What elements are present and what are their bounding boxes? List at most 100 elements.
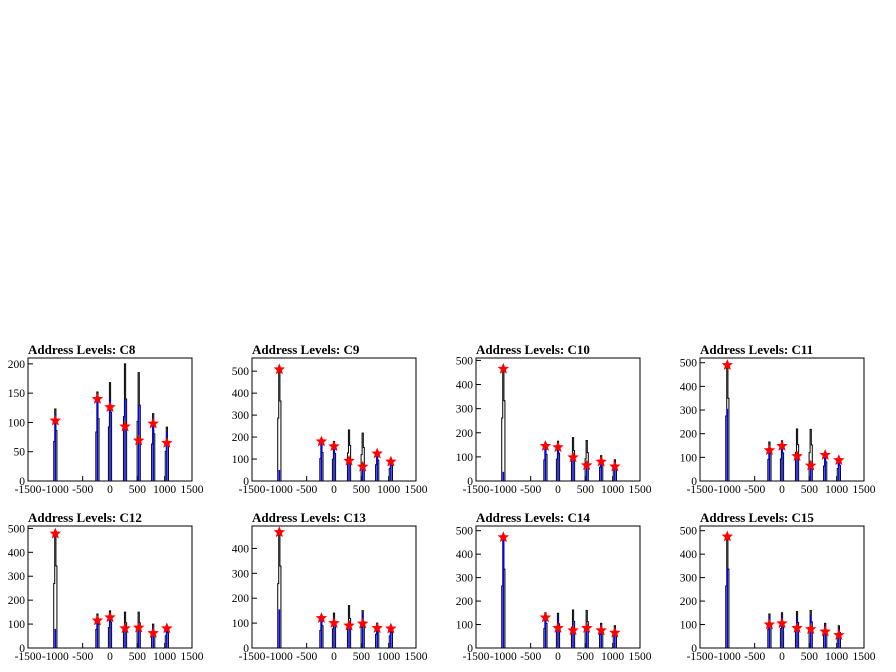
x-tick-label: -500 [744,484,765,496]
filled-histogram-peak [54,628,57,648]
peak-marker [819,448,831,460]
outline-histogram-peak [808,428,813,481]
outline-histogram-peak [555,440,561,481]
y-tick-label: 200 [232,432,250,444]
x-tick-label: 0 [779,484,785,496]
peak-marker [539,611,552,623]
x-tick-label: -500 [520,651,541,663]
x-tick-label: 1500 [405,651,428,663]
peak-marker [49,527,62,539]
filled-histogram-peak [376,625,378,648]
peak-marker [273,363,286,375]
filled-histogram-peak [361,463,364,481]
filled-histogram-peak [152,627,154,648]
panel-title: Address Levels: C8 [28,342,136,357]
y-tick-label: 0 [243,643,249,655]
outline-histogram-peak [346,429,352,481]
peak-marker [721,530,734,542]
outline-histogram-peak [360,432,365,481]
panel-title: Address Levels: C11 [700,342,813,357]
x-tick-label: -1000 [42,484,69,496]
x-tick-label: 0 [331,484,337,496]
x-tick-label: 500 [129,651,147,663]
filled-histogram-peak [614,462,616,481]
peak-marker [595,624,607,636]
outline-histogram-peak [107,610,113,648]
x-tick-label: 500 [353,484,371,496]
x-tick-label: -1500 [463,484,490,496]
peak-marker [804,459,817,471]
y-tick-label: 200 [8,595,26,607]
y-tick-label: 400 [232,388,250,400]
peak-marker [328,617,340,628]
filled-histogram-peak [544,615,547,648]
peak-marker [132,621,145,633]
x-tick-label: 1500 [629,651,652,663]
x-tick-label: 0 [107,484,113,496]
peak-marker [119,420,131,432]
filled-histogram-peak [333,445,335,481]
x-tick-label: -500 [296,484,317,496]
x-tick-label: 0 [779,651,785,663]
peak-marker [119,622,131,634]
address-levels-panel: Address Levels: C12 0 100 200 300 400 500 -1500… [8,510,204,663]
filled-histogram-peak [726,568,729,648]
filled-histogram-peak [109,614,111,648]
panel-title: Address Levels: C15 [700,510,814,525]
peak-marker [721,359,734,370]
x-tick-label: 0 [331,651,337,663]
x-tick-label: 1000 [825,484,848,496]
panel-title: Address Levels: C14 [476,510,590,525]
filled-histogram-peak [557,617,559,648]
x-tick-label: 1000 [153,651,176,663]
address-levels-panel: Address Levels: C10 0 100 200 300 400 500 -1500… [456,342,652,496]
x-tick-label: -1500 [15,651,42,663]
x-tick-label: -1500 [239,651,266,663]
filled-histogram-peak [278,609,281,648]
x-tick-label: 500 [577,651,595,663]
filled-histogram-peak [585,461,588,481]
filled-histogram-peak [166,431,168,481]
y-tick-label: 0 [243,476,249,488]
filled-histogram-peak [152,417,154,481]
x-tick-label: -1000 [490,651,517,663]
x-tick-label: 1000 [825,651,848,663]
x-tick-label: -1000 [714,484,741,496]
peak-marker [385,455,397,467]
x-tick-label: -500 [296,651,317,663]
peak-marker [567,451,579,463]
filled-histogram-peak [390,460,392,481]
y-tick-label: 0 [467,643,473,655]
filled-histogram-peak [768,616,771,648]
x-tick-label: -1500 [463,651,490,663]
y-tick-label: 300 [680,573,698,585]
filled-histogram-peak [796,618,798,648]
y-tick-label: 150 [8,388,26,400]
y-tick-label: 400 [680,381,698,393]
x-tick-label: 500 [801,484,819,496]
outline-histogram-peak [277,366,282,481]
x-tick-label: 1000 [601,484,624,496]
peak-marker [819,625,831,637]
peak-marker [104,401,116,413]
x-tick-label: 1000 [601,651,624,663]
filled-histogram-peak [824,455,826,481]
y-tick-label: 400 [456,549,474,561]
y-tick-label: 200 [680,596,698,608]
y-tick-label: 100 [232,454,250,466]
y-tick-label: 100 [680,452,698,464]
peak-marker [833,629,845,640]
y-tick-label: 100 [456,620,474,632]
filled-histogram-peak [348,460,350,481]
x-tick-label: 1500 [853,651,876,663]
peak-marker [49,414,62,426]
filled-histogram-peak [544,444,547,481]
filled-histogram-peak [585,623,588,648]
filled-histogram-peak [781,444,783,481]
y-tick-label: 100 [232,618,250,630]
outline-histogram-peak [122,363,128,481]
y-tick-label: 500 [680,358,698,370]
peak-marker [567,624,579,636]
x-tick-label: -1000 [42,651,69,663]
x-tick-label: 1500 [181,651,204,663]
